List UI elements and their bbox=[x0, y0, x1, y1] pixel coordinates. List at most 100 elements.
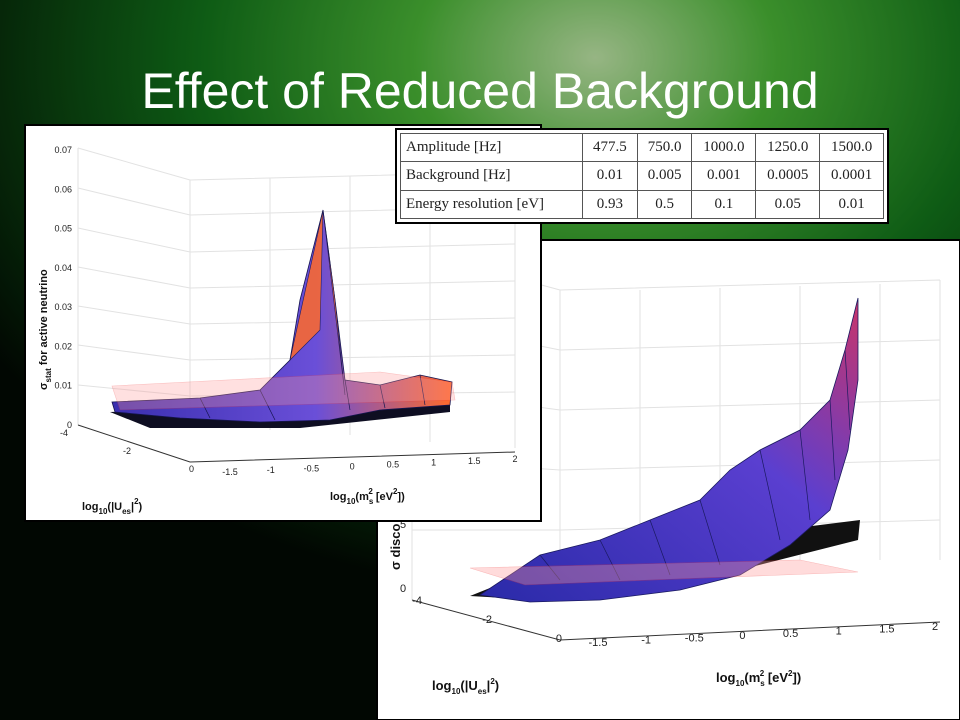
tick-label: -0.5 bbox=[304, 463, 320, 473]
y-axis-label: log10(|Ues|2) bbox=[82, 497, 143, 516]
tick-label: 2 bbox=[512, 454, 517, 464]
tick-label: 0 bbox=[189, 464, 194, 474]
label-part: log bbox=[716, 670, 736, 685]
label-part: (|U bbox=[460, 678, 477, 693]
tick-label: 0.06 bbox=[54, 184, 72, 194]
label-part: 2 bbox=[393, 487, 398, 496]
tick-label: 0 bbox=[350, 461, 355, 471]
z-axis-label: σstat for active neutrino bbox=[38, 269, 53, 390]
label-part: [eV bbox=[764, 670, 788, 685]
tick-label: 1 bbox=[431, 458, 436, 468]
label-part: 10 bbox=[99, 507, 108, 516]
label-part: [eV bbox=[373, 491, 394, 503]
label-part: for active neutrino bbox=[38, 269, 50, 368]
table-cell: 0.5 bbox=[636, 189, 693, 220]
label-part: 10 bbox=[347, 497, 356, 506]
y-axis-label: log10(|Ues|2) bbox=[432, 677, 499, 696]
table-cell: 0.05 bbox=[755, 189, 821, 220]
z-axis-label: σ disco bbox=[388, 523, 403, 570]
table-row: Amplitude [Hz] 477.5 750.0 1000.0 1250.0 1500… bbox=[399, 132, 884, 163]
x-axis-label: log10(ms2 [eV2]) bbox=[716, 669, 801, 688]
tick-label: 0 bbox=[67, 420, 72, 430]
table: Amplitude [Hz] 477.5 750.0 1000.0 1250.0 1500… bbox=[399, 132, 884, 220]
table-cell: 0.0005 bbox=[755, 161, 821, 191]
label-part: 10 bbox=[736, 679, 745, 688]
z-tick-label: 5 bbox=[400, 519, 406, 531]
tick-label: 0.05 bbox=[54, 224, 72, 234]
axis-line bbox=[77, 424, 516, 463]
table-cell: 0.93 bbox=[582, 189, 638, 220]
label-part: es bbox=[122, 507, 131, 516]
table-cell: 1000.0 bbox=[691, 132, 757, 163]
label-part: log bbox=[330, 491, 347, 503]
table-cell: 0.0001 bbox=[819, 161, 884, 191]
tick-label: 0.07 bbox=[54, 145, 72, 155]
plot-1: σstat for active neutrino 0 0.01 0.02 0.03 0… bbox=[24, 124, 542, 522]
surface-mesh bbox=[199, 374, 426, 421]
label-part: (|U bbox=[107, 501, 122, 513]
label-part: | bbox=[131, 501, 134, 513]
axis-line bbox=[411, 599, 941, 641]
label-part: stat bbox=[44, 368, 53, 383]
parameter-table: Amplitude [Hz] 477.5 750.0 1000.0 1250.0 1500… bbox=[395, 128, 889, 224]
label-part: es bbox=[478, 687, 487, 696]
tick-label: -1.5 bbox=[589, 637, 608, 649]
label-part: log bbox=[82, 501, 99, 513]
tick-label: -2 bbox=[123, 446, 131, 456]
label-part: σ bbox=[38, 382, 50, 390]
label-part: (m bbox=[744, 670, 760, 685]
tick-label: 0.5 bbox=[387, 460, 400, 470]
surface bbox=[111, 209, 453, 423]
label-part: (m bbox=[355, 491, 369, 503]
tick-label: 0.04 bbox=[54, 263, 72, 273]
tick-label: 2 bbox=[932, 621, 938, 633]
table-cell: 0.001 bbox=[691, 161, 757, 191]
table-cell: 1250.0 bbox=[755, 132, 821, 163]
surface bbox=[478, 297, 859, 603]
tick-label: -4 bbox=[60, 428, 68, 438]
surface-mesh bbox=[539, 349, 851, 581]
tick-label: -4 bbox=[412, 595, 422, 607]
x-axis-label: log10(ms2 [eV2]) bbox=[330, 487, 405, 506]
tick-label: 0 bbox=[739, 630, 745, 642]
table-cell: Energy resolution [eV] bbox=[399, 189, 584, 220]
tick-label: -0.5 bbox=[685, 632, 704, 644]
tick-label: -1 bbox=[267, 465, 275, 475]
threshold-plane bbox=[111, 371, 456, 411]
label-part: s bbox=[369, 497, 374, 506]
tick-label: 1.5 bbox=[468, 456, 481, 466]
table-cell: 0.01 bbox=[582, 161, 638, 191]
tick-label: 0.03 bbox=[54, 302, 72, 312]
label-part: 2 bbox=[788, 669, 793, 678]
table-cell: 0.005 bbox=[636, 161, 693, 191]
z-tick-label: 0 bbox=[400, 583, 406, 595]
tick-label: 0.5 bbox=[783, 628, 798, 640]
label-part: 2 bbox=[368, 487, 373, 496]
tick-label: -1 bbox=[641, 635, 651, 647]
tick-label: 0.01 bbox=[54, 381, 72, 391]
table-row: Energy resolution [eV] 0.93 0.5 0.1 0.05 0.01 bbox=[399, 189, 884, 220]
table-cell: Background [Hz] bbox=[399, 161, 584, 191]
tick-label: -2 bbox=[482, 614, 492, 626]
label-part: 2 bbox=[760, 669, 765, 678]
table-row: Background [Hz] 0.01 0.005 0.001 0.0005 0.000… bbox=[399, 161, 884, 191]
label-part: ) bbox=[139, 501, 143, 513]
label-part: ) bbox=[495, 678, 499, 693]
label-part: | bbox=[487, 678, 491, 693]
label-part: 10 bbox=[452, 687, 461, 696]
tick-label: 0.02 bbox=[54, 341, 72, 351]
label-part: 2 bbox=[134, 497, 139, 506]
threshold-plane bbox=[469, 559, 859, 586]
table-cell: 1500.0 bbox=[819, 132, 884, 163]
table-cell: 0.1 bbox=[691, 189, 757, 220]
label-part: s bbox=[760, 679, 765, 688]
label-part: ]) bbox=[397, 491, 405, 503]
slide-title: Effect of Reduced Background bbox=[141, 63, 818, 119]
label-part: log bbox=[432, 678, 452, 693]
label-part: 2 bbox=[490, 677, 495, 686]
surface-peak bbox=[289, 209, 346, 396]
label-part: ]) bbox=[793, 670, 802, 685]
tick-label: -1.5 bbox=[222, 467, 238, 477]
